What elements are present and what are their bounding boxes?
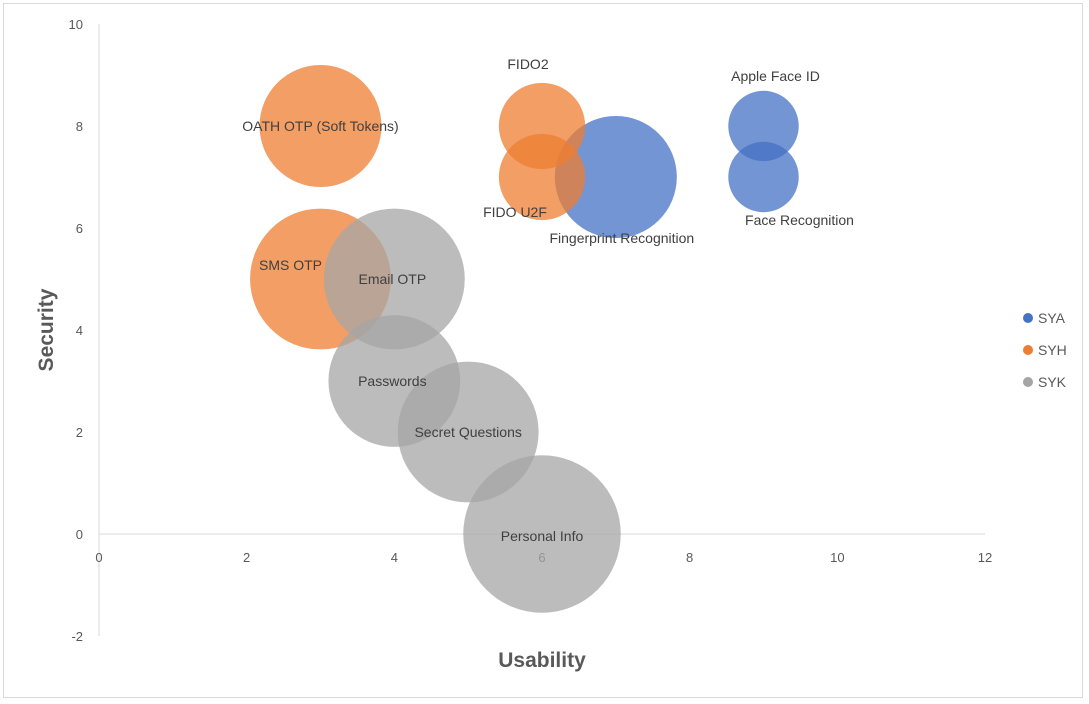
x-tick-label: 0 <box>95 550 102 565</box>
bubble-labels: Apple Face ID Face Recognition Fingerprint… <box>242 56 854 544</box>
data-label: Face Recognition <box>745 212 854 228</box>
legend-label: SYA <box>1038 310 1066 326</box>
legend-label: SYH <box>1038 342 1067 358</box>
data-label: Fingerprint Recognition <box>549 230 694 246</box>
legend-marker-syh <box>1023 345 1033 355</box>
legend: SYA SYH SYK <box>1023 310 1067 390</box>
x-tick-label: 12 <box>978 550 992 565</box>
bubble-syh <box>259 65 382 187</box>
y-tick-label: 8 <box>76 119 83 134</box>
legend-marker-sya <box>1023 313 1033 323</box>
x-tick-label: 2 <box>243 550 250 565</box>
data-label: OATH OTP (Soft Tokens) <box>242 118 398 134</box>
legend-marker-syk <box>1023 377 1033 387</box>
bubble-sya <box>554 116 677 238</box>
y-tick-label: 6 <box>76 221 83 236</box>
x-tick-label: 8 <box>686 550 693 565</box>
data-label: SMS OTP <box>259 257 322 273</box>
data-label: Secret Questions <box>414 424 521 440</box>
bubble-sya <box>728 90 799 162</box>
bubble-syh <box>498 133 586 221</box>
data-label: Personal Info <box>501 528 584 544</box>
y-axis-title: Security <box>35 288 58 371</box>
y-tick-label: 0 <box>76 527 83 542</box>
y-tick-label: 2 <box>76 425 83 440</box>
bubbles <box>250 65 799 613</box>
data-label: Passwords <box>358 373 426 389</box>
data-label: FIDO U2F <box>483 204 547 220</box>
y-tick-label: 10 <box>69 17 83 32</box>
bubble-sya <box>728 141 799 213</box>
data-label: FIDO2 <box>507 56 548 72</box>
bubble-syk <box>463 455 621 613</box>
y-tick-label: -2 <box>71 629 83 644</box>
bubble-syk <box>323 208 465 350</box>
y-tick-label: 4 <box>76 323 83 338</box>
x-tick-label: 10 <box>830 550 844 565</box>
data-label: Email OTP <box>358 271 426 287</box>
data-label: Apple Face ID <box>731 68 820 84</box>
x-tick-label: 4 <box>391 550 398 565</box>
legend-label: SYK <box>1038 374 1067 390</box>
x-axis-title: Usability <box>498 649 586 672</box>
